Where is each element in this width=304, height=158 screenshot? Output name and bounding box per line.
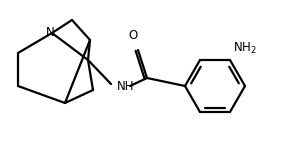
Text: NH: NH: [117, 79, 134, 92]
Text: O: O: [128, 29, 138, 42]
Text: NH$_2$: NH$_2$: [233, 41, 257, 56]
Text: N: N: [46, 26, 54, 39]
